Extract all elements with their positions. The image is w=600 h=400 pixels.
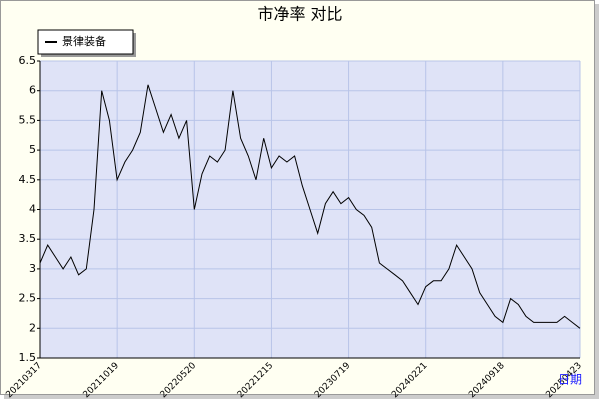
y-tick-label: 6.5 (19, 54, 37, 67)
chart-title: 市净率 对比 (257, 5, 342, 24)
line (39, 84, 581, 329)
y-tick-label: 3 (29, 262, 36, 275)
y-tick-label: 1.5 (19, 351, 37, 364)
y-tick-label: 5.5 (19, 113, 37, 126)
y-tick-label: 6 (29, 84, 36, 97)
x-axis-label: 日期 (558, 373, 582, 387)
y-tick-label: 5 (29, 143, 36, 156)
y-tick-label: 2 (29, 321, 36, 334)
y-tick-label: 4.5 (19, 173, 37, 186)
legend-label: 景律装备 (62, 34, 106, 48)
shadow (595, 4, 599, 399)
shadow (4, 395, 599, 399)
y-tick-label: 2.5 (19, 292, 37, 305)
y-tick-label: 4 (29, 203, 36, 216)
y-tick-label: 3.5 (19, 232, 37, 245)
